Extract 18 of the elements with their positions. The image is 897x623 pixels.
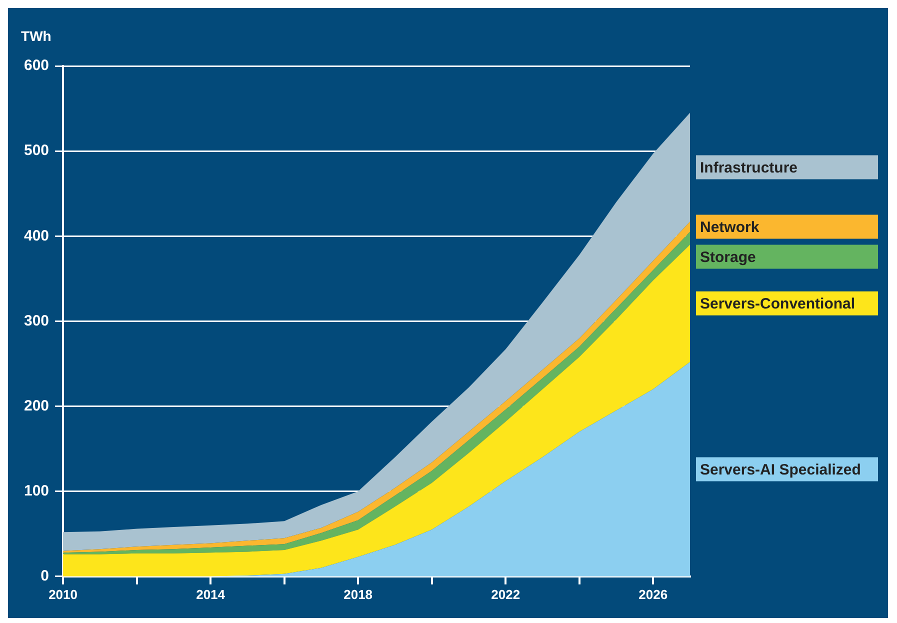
y-tick-label: 200 — [24, 397, 50, 414]
y-tick-label: 600 — [24, 57, 50, 74]
y-tick-label: 100 — [24, 482, 50, 500]
y-axis-title: TWh — [21, 28, 52, 44]
series-label: Network — [700, 218, 760, 236]
y-tick-label: 400 — [24, 227, 50, 244]
y-tick-label: 0 — [40, 568, 50, 585]
x-tick-label: 2018 — [344, 586, 373, 602]
y-tick-label: 300 — [24, 312, 50, 330]
series-label: Servers-AI Specialized — [700, 461, 861, 478]
x-tick-label: 2014 — [196, 586, 226, 602]
series-label: Storage — [700, 248, 756, 266]
x-tick-label: 2010 — [48, 586, 78, 602]
series-label: Infrastructure — [700, 159, 798, 176]
y-tick-label: 500 — [24, 142, 50, 160]
x-tick-label: 2022 — [491, 586, 520, 602]
series-label: Servers-Conventional — [700, 295, 856, 312]
x-tick-label: 2026 — [638, 586, 668, 602]
